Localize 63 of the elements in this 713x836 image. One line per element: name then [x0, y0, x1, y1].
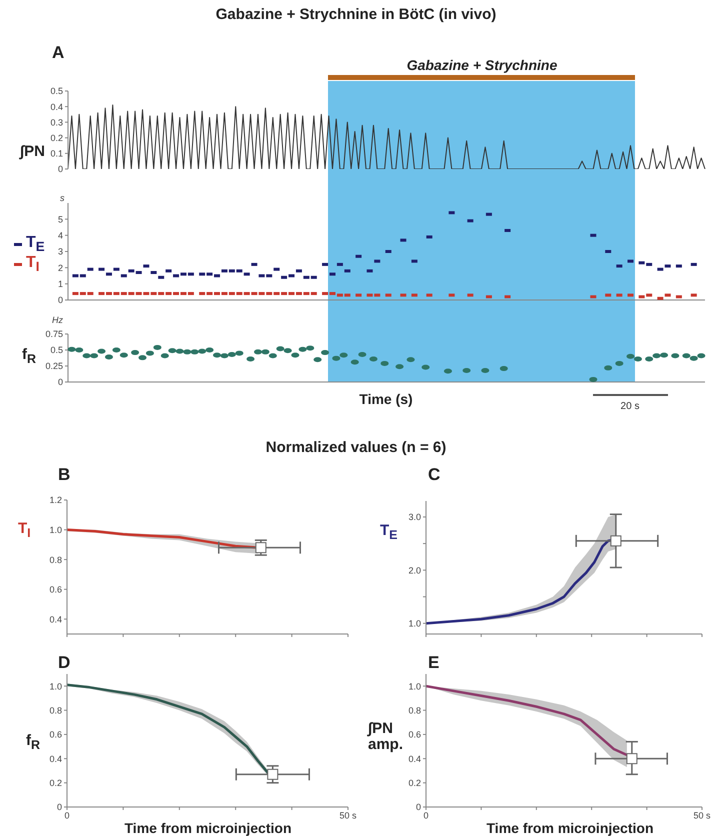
- y-axis-title: ∫PN amp.: [368, 720, 404, 753]
- chart-title: Gabazine + Strychnine in BötC (in vivo): [214, 6, 498, 23]
- line-series: [68, 104, 706, 169]
- y-tick-label: 2: [58, 262, 63, 273]
- y-tick-label: 0: [56, 802, 62, 812]
- x-tick-label: 50 s: [339, 810, 358, 820]
- legend-label: T$_{E}$: [26, 234, 45, 254]
- y-tick-label: 0: [58, 377, 63, 388]
- text: 20 s: [620, 401, 640, 412]
- x-tick-label: 0: [64, 810, 70, 820]
- y-axis-title: f$_{R}$: [26, 732, 40, 752]
- y-tick-label: 0.3: [50, 117, 63, 128]
- text: C: [428, 465, 440, 485]
- text: D: [58, 653, 70, 673]
- y-tick-label: 0.6: [408, 730, 421, 740]
- y-tick-label: 0.2: [408, 778, 421, 788]
- y-tick-label: 0.4: [408, 754, 421, 764]
- x-axis-title: Time (s): [358, 391, 414, 407]
- x-tick-label: 50 s: [693, 810, 712, 820]
- x-axis-title: Time from microinjection: [486, 820, 654, 836]
- text: E: [428, 653, 440, 673]
- y-axis-title: T$_{E}$: [380, 522, 399, 543]
- y-tick-label: 0.75: [45, 329, 63, 340]
- y-tick-label: 0: [416, 802, 421, 812]
- x-axis-title: Time from microinjection: [124, 820, 292, 836]
- y-tick-label: 0.6: [49, 584, 62, 595]
- y-tick-label: 0.5: [50, 345, 63, 356]
- text: Gabazine + Strychnine: [406, 57, 558, 73]
- y-tick-label: 0.4: [49, 614, 62, 624]
- y-tick-label: 0: [58, 295, 63, 306]
- y-tick-label: 1.0: [49, 681, 62, 692]
- text: Hz: [52, 315, 63, 325]
- y-tick-label: 0.8: [49, 554, 62, 565]
- y-tick-label: 0.6: [49, 730, 62, 740]
- y-axis-title: f$_{R}$: [22, 346, 36, 366]
- y-axis-title: T$_{I}$: [18, 520, 32, 541]
- text: A: [52, 43, 64, 63]
- y-tick-label: 3: [58, 246, 63, 257]
- legend-label: T$_{I}$: [26, 254, 40, 274]
- y-tick-label: 0.8: [408, 705, 421, 716]
- y-tick-label: 1: [58, 279, 63, 290]
- y-tick-label: 5: [58, 214, 63, 224]
- y-tick-label: 1.0: [408, 681, 421, 692]
- y-tick-label: 0.5: [50, 86, 63, 96]
- text: B: [58, 465, 70, 485]
- y-tick-label: 0.1: [50, 148, 63, 159]
- y-tick-label: 0.4: [49, 754, 62, 764]
- y-tick-label: 4: [58, 230, 63, 241]
- y-tick-label: 1.0: [408, 618, 421, 629]
- y-tick-label: 0: [58, 164, 63, 174]
- y-tick-label: 1.2: [49, 495, 62, 506]
- y-tick-label: 2.0: [408, 565, 421, 576]
- y-tick-label: 0.8: [49, 705, 62, 716]
- y-axis-title: ∫PN: [20, 143, 46, 160]
- y-tick-label: 0.2: [49, 778, 62, 788]
- y-tick-label: 0.2: [50, 132, 63, 143]
- text: s: [60, 193, 64, 203]
- y-tick-label: 1.0: [49, 524, 62, 535]
- y-tick-label: 0.4: [50, 102, 63, 112]
- x-tick-label: 0: [423, 810, 429, 820]
- y-tick-label: 0.25: [45, 361, 63, 372]
- chart-title: Normalized values (n = 6): [264, 439, 448, 456]
- y-tick-label: 3.0: [408, 512, 421, 522]
